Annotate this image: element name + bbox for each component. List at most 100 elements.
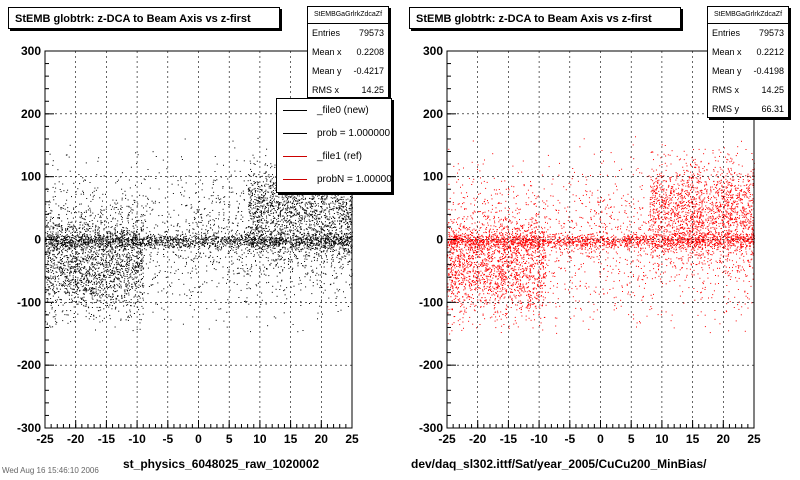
data-point — [93, 292, 95, 294]
data-point — [127, 243, 129, 245]
data-point — [261, 218, 262, 220]
data-point — [270, 199, 272, 201]
data-point — [50, 218, 52, 220]
data-point — [169, 284, 170, 286]
data-point — [57, 233, 59, 235]
data-point — [85, 258, 87, 260]
data-point — [242, 265, 244, 266]
data-point — [210, 236, 212, 238]
data-point — [297, 194, 299, 196]
data-point — [267, 209, 269, 211]
data-point — [238, 233, 240, 235]
data-point — [332, 249, 334, 250]
data-point — [92, 196, 94, 198]
data-point — [185, 205, 187, 207]
data-point — [120, 233, 122, 235]
data-point — [109, 285, 111, 287]
data-point — [271, 250, 273, 252]
data-point — [91, 302, 93, 304]
data-point — [214, 246, 216, 247]
data-point — [346, 212, 348, 214]
data-point — [126, 234, 128, 236]
data-point — [264, 164, 266, 166]
data-point — [102, 293, 104, 295]
data-point — [284, 227, 286, 229]
data-point — [326, 238, 328, 240]
data-point — [115, 254, 117, 256]
data-point — [95, 258, 97, 260]
data-point — [315, 213, 317, 214]
data-point — [334, 197, 336, 199]
data-point — [101, 210, 103, 212]
data-point — [52, 287, 54, 289]
data-point — [81, 281, 83, 283]
data-point — [275, 317, 277, 319]
data-point — [260, 197, 262, 199]
data-point — [345, 244, 347, 246]
data-point — [63, 239, 65, 241]
data-point — [148, 241, 150, 243]
data-point — [80, 272, 81, 274]
data-point — [140, 269, 142, 271]
data-point — [99, 290, 101, 291]
data-point — [82, 177, 84, 179]
data-point — [286, 215, 288, 217]
data-point — [100, 223, 102, 225]
data-point — [69, 243, 71, 245]
data-point — [252, 223, 254, 225]
data-point — [198, 255, 200, 257]
data-point — [146, 210, 148, 212]
data-point — [175, 230, 177, 232]
data-point — [59, 234, 61, 235]
data-point — [77, 240, 79, 242]
data-point — [72, 227, 74, 229]
data-point — [82, 260, 84, 262]
data-point — [111, 252, 113, 254]
data-point — [261, 225, 263, 227]
data-point — [146, 237, 148, 239]
data-point — [295, 243, 297, 245]
data-point — [93, 190, 95, 192]
data-point — [137, 263, 139, 265]
data-point — [79, 266, 80, 268]
data-point — [240, 235, 242, 237]
data-point — [268, 240, 270, 242]
data-point — [154, 237, 155, 239]
data-point — [340, 236, 342, 238]
data-point — [314, 235, 316, 237]
data-point — [63, 282, 65, 284]
data-point — [73, 240, 75, 242]
data-point — [85, 241, 87, 243]
data-point — [290, 221, 292, 223]
data-point — [198, 238, 200, 240]
data-point — [318, 226, 320, 227]
data-point — [270, 233, 272, 235]
data-point — [266, 221, 268, 223]
data-point — [299, 222, 301, 224]
data-point — [73, 257, 75, 259]
data-point — [75, 263, 77, 265]
data-point — [302, 201, 304, 203]
data-point — [207, 232, 209, 234]
data-point — [309, 279, 311, 281]
data-point — [329, 244, 331, 246]
data-point — [88, 280, 90, 282]
data-point — [287, 230, 289, 232]
data-point — [257, 208, 259, 210]
data-point — [46, 270, 48, 272]
data-point — [266, 210, 268, 212]
data-point — [289, 230, 291, 232]
data-point — [337, 194, 339, 196]
data-point — [309, 201, 311, 203]
data-point — [254, 230, 256, 232]
data-point — [113, 238, 115, 240]
data-point — [249, 248, 251, 250]
data-point — [337, 244, 339, 246]
data-point — [86, 234, 88, 236]
data-point — [67, 263, 69, 265]
data-point — [138, 301, 140, 303]
data-point — [251, 240, 253, 242]
data-point — [283, 240, 285, 242]
data-point — [180, 179, 182, 181]
data-point — [343, 196, 345, 198]
